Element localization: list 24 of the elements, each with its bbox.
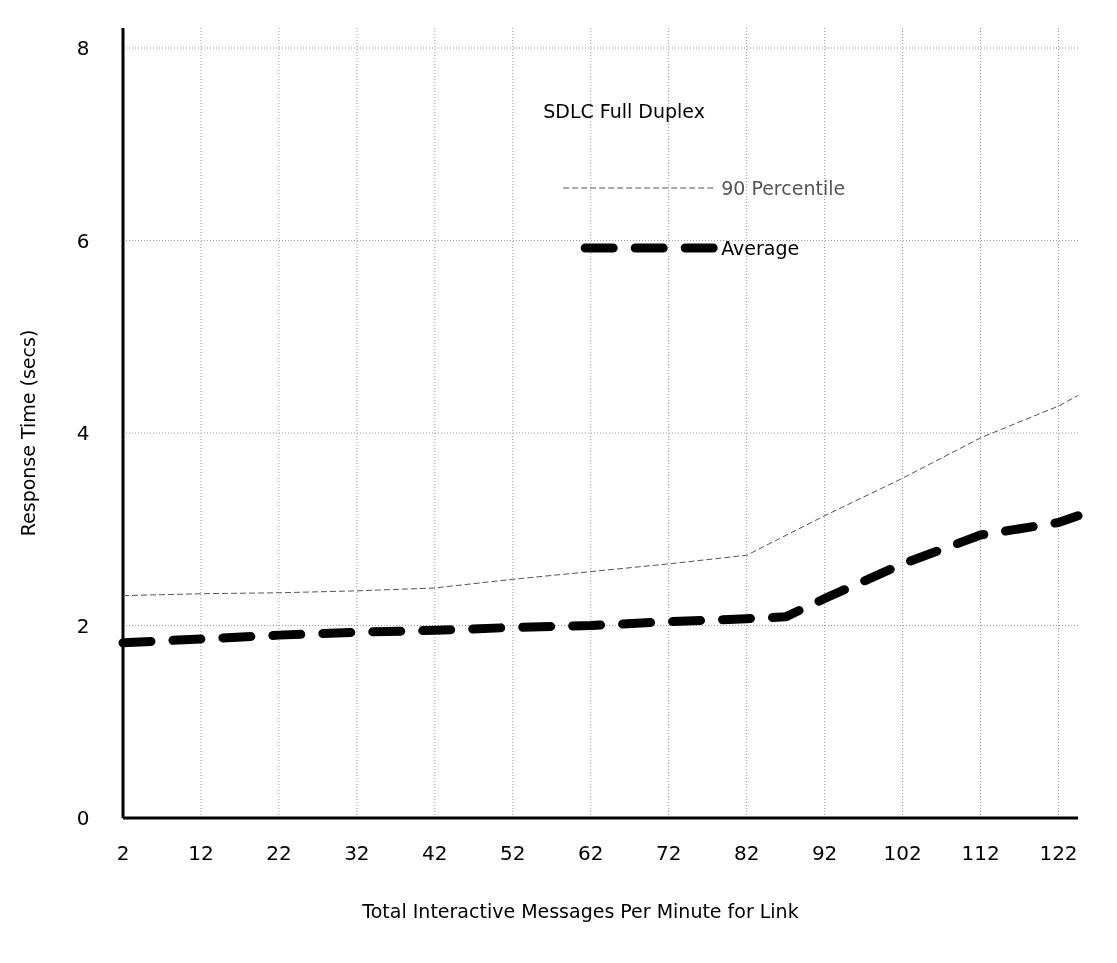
x-tick-label: 112	[961, 841, 1000, 865]
y-tick-label: 2	[76, 613, 90, 638]
x-tick-label: 72	[655, 841, 682, 865]
x-tick-label: 62	[578, 841, 604, 865]
y-tick-label: 4	[76, 421, 90, 445]
y-tick-label: 0	[76, 806, 90, 830]
legend-title: SDLC Full Duplex	[543, 100, 705, 122]
x-tick-label: 122	[1039, 841, 1078, 865]
y-tick-label: 8	[76, 36, 90, 60]
x-tick-label: 52	[500, 841, 526, 865]
text: Average	[721, 237, 800, 259]
x-tick-label: 42	[422, 841, 448, 865]
x-tick-label: 82	[733, 841, 760, 865]
x-tick-label: 12	[188, 841, 214, 865]
y-tick-label: 6	[76, 228, 90, 253]
x-axis-title: Total Interactive Messages Per Minute for Link	[361, 900, 799, 922]
y-axis-title: Response Time (secs)	[17, 329, 39, 537]
text: 90 Percentile	[721, 177, 846, 199]
x-tick-label: 22	[266, 841, 292, 865]
x-tick-label: 102	[883, 841, 922, 865]
line-series	[122, 394, 1079, 597]
x-tick-label: 2	[116, 841, 130, 865]
x-tick-label: 32	[344, 841, 370, 865]
x-tick-label: 92	[811, 841, 838, 865]
